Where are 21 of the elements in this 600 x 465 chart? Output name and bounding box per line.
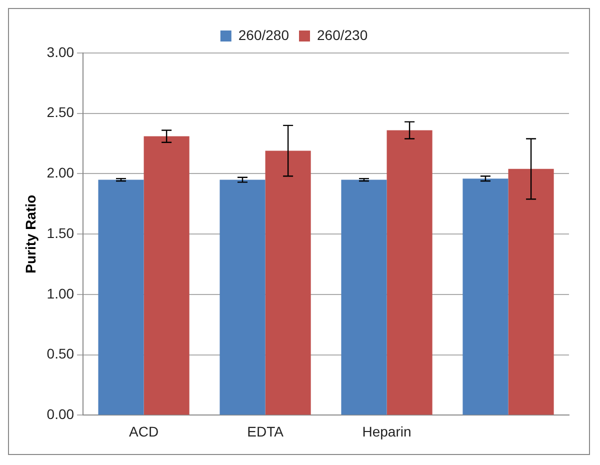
y-tick-label: 0.00 [46,406,74,422]
bar [220,180,266,415]
x-tick-label: EDTA [247,423,284,440]
bar [386,130,432,415]
y-tick-label: 1.50 [46,224,74,241]
x-tick-label: ACD [129,423,159,440]
y-tick-label: 0.50 [46,346,74,362]
bar [508,168,554,415]
legend-label: 260/230 [317,26,368,43]
bar [144,136,190,415]
y-tick-label: 3.00 [46,44,74,60]
bar [265,150,311,415]
x-tick-label: Heparin [362,423,412,440]
y-tick-label: 2.00 [46,164,74,181]
bar [462,178,508,415]
y-tick-label: 1.00 [46,285,74,302]
y-axis-title: Purity Ratio [22,194,38,274]
y-tick-label: 2.50 [46,104,74,120]
bar [341,180,387,415]
legend-label: 260/280 [238,26,290,43]
bar [98,180,144,415]
